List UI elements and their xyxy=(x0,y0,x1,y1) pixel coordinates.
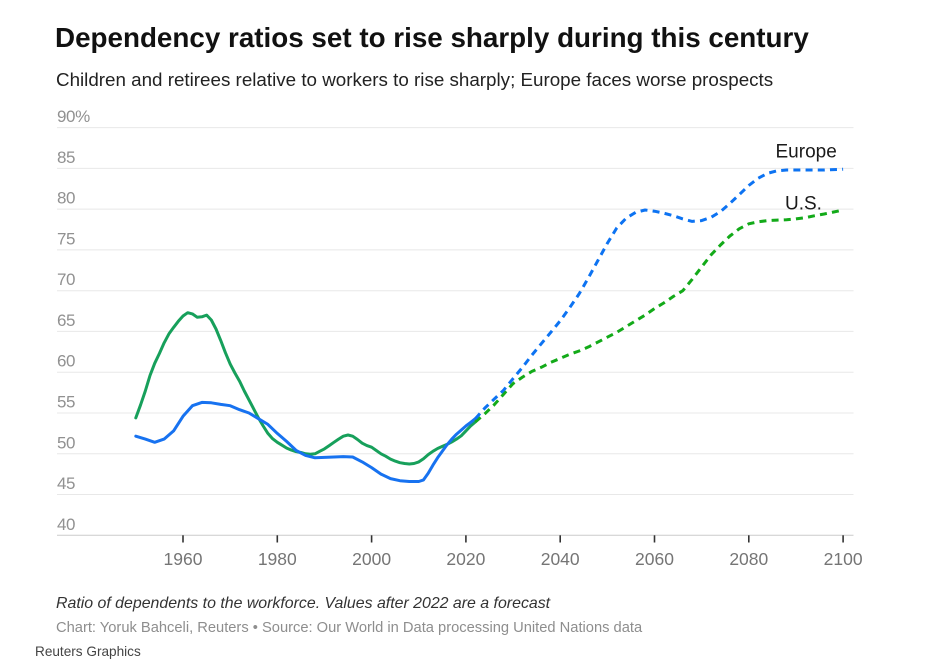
svg-text:2040: 2040 xyxy=(541,549,580,569)
svg-text:U.S.: U.S. xyxy=(785,194,822,215)
svg-text:Europe: Europe xyxy=(776,142,837,163)
svg-text:75: 75 xyxy=(57,229,75,248)
svg-text:1960: 1960 xyxy=(164,549,203,569)
svg-text:2020: 2020 xyxy=(446,549,485,569)
svg-text:60: 60 xyxy=(57,352,75,371)
svg-text:50: 50 xyxy=(57,433,75,452)
svg-text:80: 80 xyxy=(57,189,75,208)
svg-text:55: 55 xyxy=(57,393,75,412)
svg-text:70: 70 xyxy=(57,270,75,289)
svg-text:85: 85 xyxy=(57,148,75,167)
svg-text:2080: 2080 xyxy=(729,549,768,569)
svg-text:2000: 2000 xyxy=(352,549,391,569)
svg-text:45: 45 xyxy=(57,474,75,493)
svg-text:1980: 1980 xyxy=(258,549,297,569)
svg-text:90%: 90% xyxy=(57,107,90,126)
svg-text:2100: 2100 xyxy=(824,549,863,569)
svg-text:40: 40 xyxy=(57,515,75,534)
svg-text:2060: 2060 xyxy=(635,549,674,569)
svg-text:65: 65 xyxy=(57,311,75,330)
